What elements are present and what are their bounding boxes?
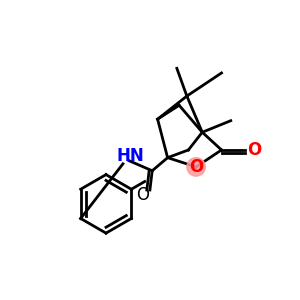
Circle shape	[187, 158, 205, 176]
Text: O: O	[136, 186, 149, 204]
Text: O: O	[247, 141, 261, 159]
Text: O: O	[189, 158, 203, 176]
Text: HN: HN	[117, 147, 145, 165]
